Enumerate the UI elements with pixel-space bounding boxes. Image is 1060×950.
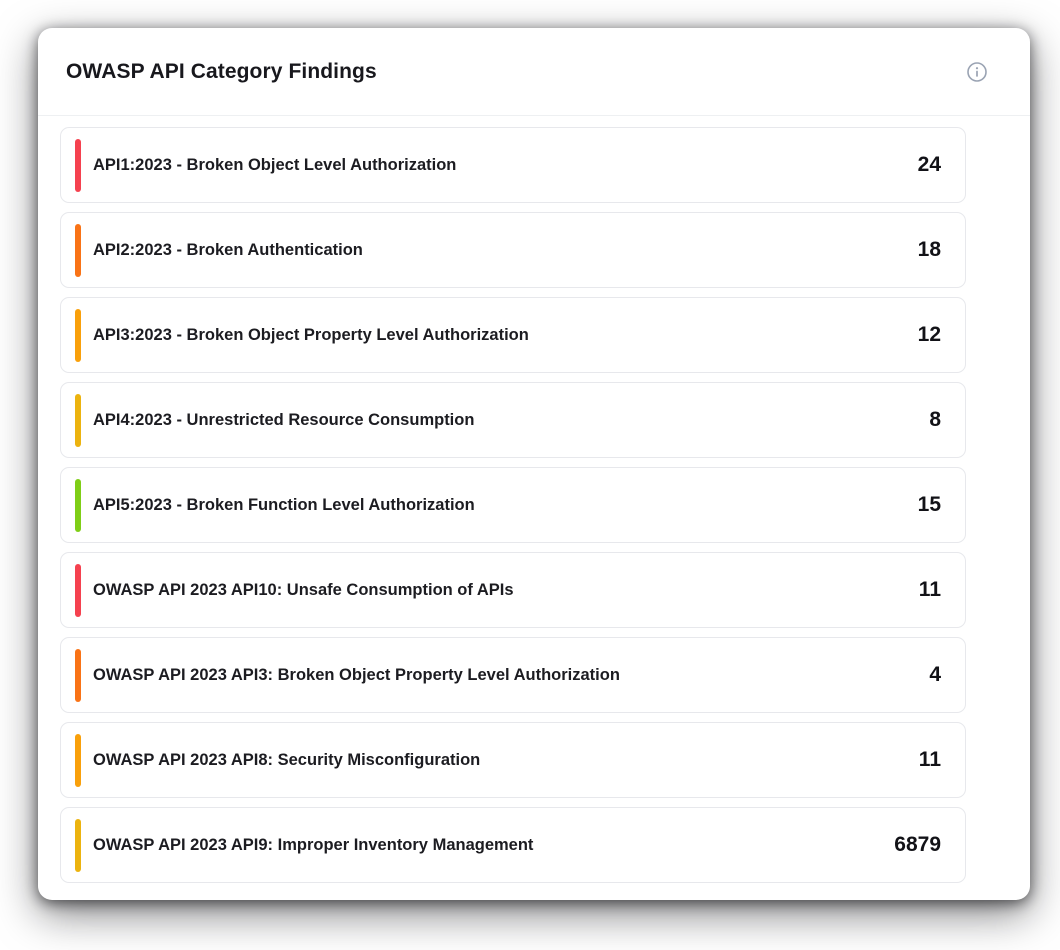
card-header: OWASP API Category Findings — [38, 28, 1030, 116]
info-icon — [966, 61, 988, 83]
finding-count: 18 — [917, 238, 941, 261]
finding-count: 15 — [917, 493, 941, 516]
finding-label: API2:2023 - Broken Authentication — [93, 240, 363, 259]
finding-count: 12 — [917, 323, 941, 346]
info-button[interactable] — [966, 61, 988, 83]
finding-count: 6879 — [894, 833, 941, 856]
severity-bar-icon — [75, 138, 81, 192]
finding-row[interactable]: OWASP API 2023 API8: Security Misconfigu… — [60, 722, 966, 798]
finding-row[interactable]: API2:2023 - Broken Authentication 18 — [60, 212, 966, 288]
finding-count: 11 — [918, 748, 941, 771]
severity-bar-icon — [75, 393, 81, 447]
finding-count: 4 — [929, 663, 941, 686]
page-title: OWASP API Category Findings — [66, 59, 377, 83]
owasp-findings-card: OWASP API Category Findings API1:2023 - … — [38, 28, 1030, 900]
finding-row[interactable]: OWASP API 2023 API9: Improper Inventory … — [60, 807, 966, 883]
finding-row[interactable]: API1:2023 - Broken Object Level Authoriz… — [60, 127, 966, 203]
findings-list: API1:2023 - Broken Object Level Authoriz… — [38, 116, 1030, 883]
finding-row[interactable]: API4:2023 - Unrestricted Resource Consum… — [60, 382, 966, 458]
finding-row[interactable]: OWASP API 2023 API10: Unsafe Consumption… — [60, 552, 966, 628]
finding-label: OWASP API 2023 API9: Improper Inventory … — [93, 835, 534, 854]
finding-count: 24 — [917, 153, 941, 176]
finding-count: 11 — [918, 578, 941, 601]
severity-bar-icon — [75, 818, 81, 872]
severity-bar-icon — [75, 733, 81, 787]
finding-row[interactable]: OWASP API 2023 API3: Broken Object Prope… — [60, 637, 966, 713]
finding-label: OWASP API 2023 API3: Broken Object Prope… — [93, 665, 620, 684]
finding-label: API3:2023 - Broken Object Property Level… — [93, 325, 529, 344]
severity-bar-icon — [75, 478, 81, 532]
severity-bar-icon — [75, 648, 81, 702]
finding-label: OWASP API 2023 API8: Security Misconfigu… — [93, 750, 481, 769]
severity-bar-icon — [75, 223, 81, 277]
finding-row[interactable]: API5:2023 - Broken Function Level Author… — [60, 467, 966, 543]
severity-bar-icon — [75, 308, 81, 362]
finding-label: OWASP API 2023 API10: Unsafe Consumption… — [93, 580, 514, 599]
finding-label: API5:2023 - Broken Function Level Author… — [93, 495, 475, 514]
finding-label: API4:2023 - Unrestricted Resource Consum… — [93, 410, 475, 429]
finding-count: 8 — [929, 408, 941, 431]
finding-row[interactable]: API3:2023 - Broken Object Property Level… — [60, 297, 966, 373]
severity-bar-icon — [75, 563, 81, 617]
finding-label: API1:2023 - Broken Object Level Authoriz… — [93, 155, 457, 174]
